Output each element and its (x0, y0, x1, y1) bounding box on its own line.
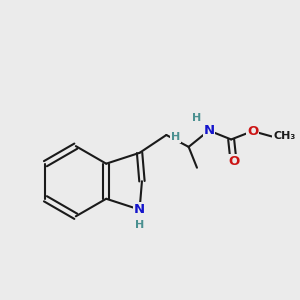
Text: O: O (228, 155, 239, 168)
Text: N: N (134, 203, 145, 216)
Text: N: N (203, 124, 214, 137)
Text: H: H (192, 113, 201, 123)
Text: CH₃: CH₃ (273, 131, 295, 142)
Text: H: H (135, 220, 144, 230)
Text: O: O (247, 124, 258, 138)
Text: H: H (171, 132, 180, 142)
